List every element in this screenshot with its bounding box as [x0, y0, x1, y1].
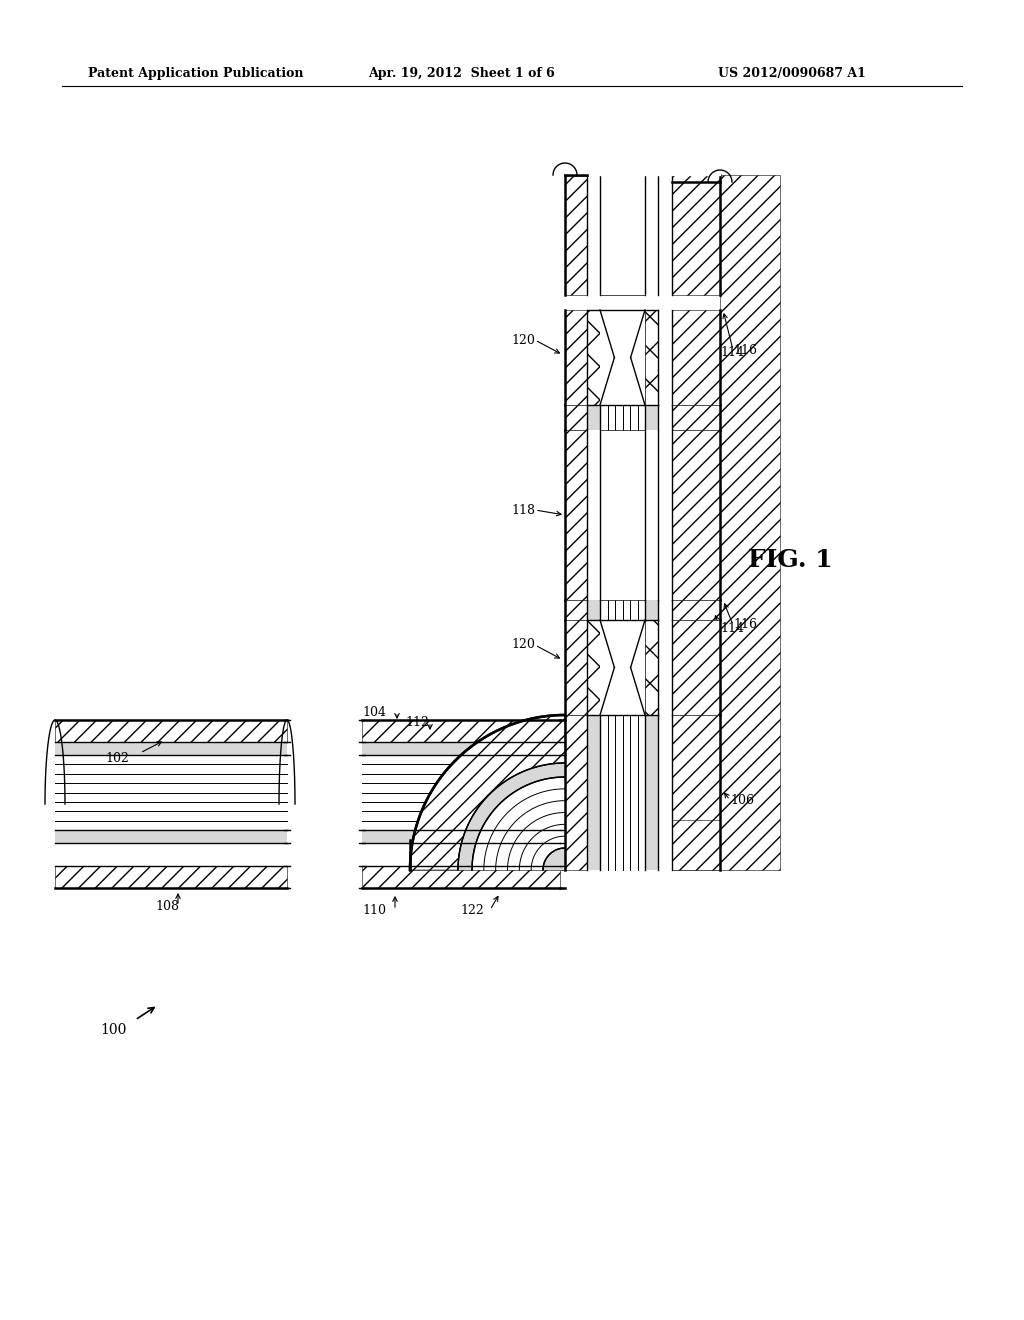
Bar [672, 405, 720, 430]
Text: 116: 116 [733, 343, 757, 356]
Text: 122: 122 [460, 903, 483, 916]
Text: 120: 120 [511, 334, 535, 346]
Bar [362, 742, 560, 755]
Bar [645, 620, 658, 715]
Text: 112: 112 [406, 715, 429, 729]
Bar [55, 866, 287, 888]
Bar [565, 620, 587, 715]
Bar [600, 620, 645, 715]
Polygon shape [410, 715, 565, 870]
Bar [645, 405, 658, 430]
Text: Patent Application Publication: Patent Application Publication [88, 67, 303, 81]
Polygon shape [458, 763, 565, 870]
Bar [658, 405, 672, 430]
Bar [658, 601, 672, 620]
Polygon shape [543, 847, 565, 870]
Polygon shape [410, 715, 565, 870]
Bar [672, 601, 720, 620]
Bar [672, 176, 720, 294]
Bar [587, 310, 600, 405]
Polygon shape [458, 763, 565, 870]
Bar [362, 843, 560, 866]
Text: Apr. 19, 2012  Sheet 1 of 6: Apr. 19, 2012 Sheet 1 of 6 [368, 67, 555, 81]
Text: 118: 118 [511, 503, 535, 516]
Bar [565, 310, 587, 405]
Bar [362, 866, 560, 888]
Bar [600, 430, 645, 601]
Bar [55, 843, 287, 866]
Polygon shape [472, 777, 565, 870]
Bar [362, 755, 560, 830]
Bar [587, 620, 600, 715]
Text: 100: 100 [100, 1023, 126, 1038]
Bar [587, 430, 600, 601]
Bar [645, 310, 658, 405]
Bar [658, 715, 672, 870]
Bar [600, 715, 645, 870]
Bar [645, 176, 672, 294]
Bar [672, 620, 720, 715]
Bar [406, 710, 565, 870]
Bar [565, 601, 587, 620]
Bar [565, 176, 587, 294]
Bar [55, 755, 287, 830]
Bar [587, 715, 600, 870]
Text: 114: 114 [720, 622, 744, 635]
Bar [672, 310, 720, 405]
Bar [672, 820, 720, 870]
Text: 102: 102 [105, 751, 129, 764]
Text: 116: 116 [733, 619, 757, 631]
Text: 104: 104 [362, 705, 386, 718]
Bar [672, 715, 720, 870]
Bar [645, 430, 672, 601]
Text: 106: 106 [730, 793, 754, 807]
Text: 120: 120 [511, 639, 535, 652]
Polygon shape [543, 847, 565, 870]
Bar [362, 830, 560, 843]
Bar [645, 601, 658, 620]
Bar [362, 719, 560, 742]
Text: US 2012/0090687 A1: US 2012/0090687 A1 [718, 67, 866, 81]
Bar [55, 719, 287, 742]
Bar [55, 742, 287, 755]
Bar [565, 715, 587, 870]
Bar [410, 840, 565, 870]
Bar [587, 601, 600, 620]
Bar [565, 405, 587, 430]
Bar [672, 430, 720, 601]
Text: 110: 110 [362, 903, 386, 916]
Bar [600, 601, 645, 620]
Polygon shape [472, 777, 565, 870]
Bar [600, 405, 645, 430]
Bar [587, 405, 600, 430]
Text: 108: 108 [155, 899, 179, 912]
Bar [600, 310, 645, 405]
Text: FIG. 1: FIG. 1 [748, 548, 833, 572]
Bar [587, 176, 600, 294]
Bar [645, 715, 658, 870]
Bar [410, 715, 565, 875]
Bar [720, 176, 780, 870]
Bar [600, 176, 645, 294]
Bar [565, 430, 587, 601]
Text: 114: 114 [720, 346, 744, 359]
Bar [55, 830, 287, 843]
